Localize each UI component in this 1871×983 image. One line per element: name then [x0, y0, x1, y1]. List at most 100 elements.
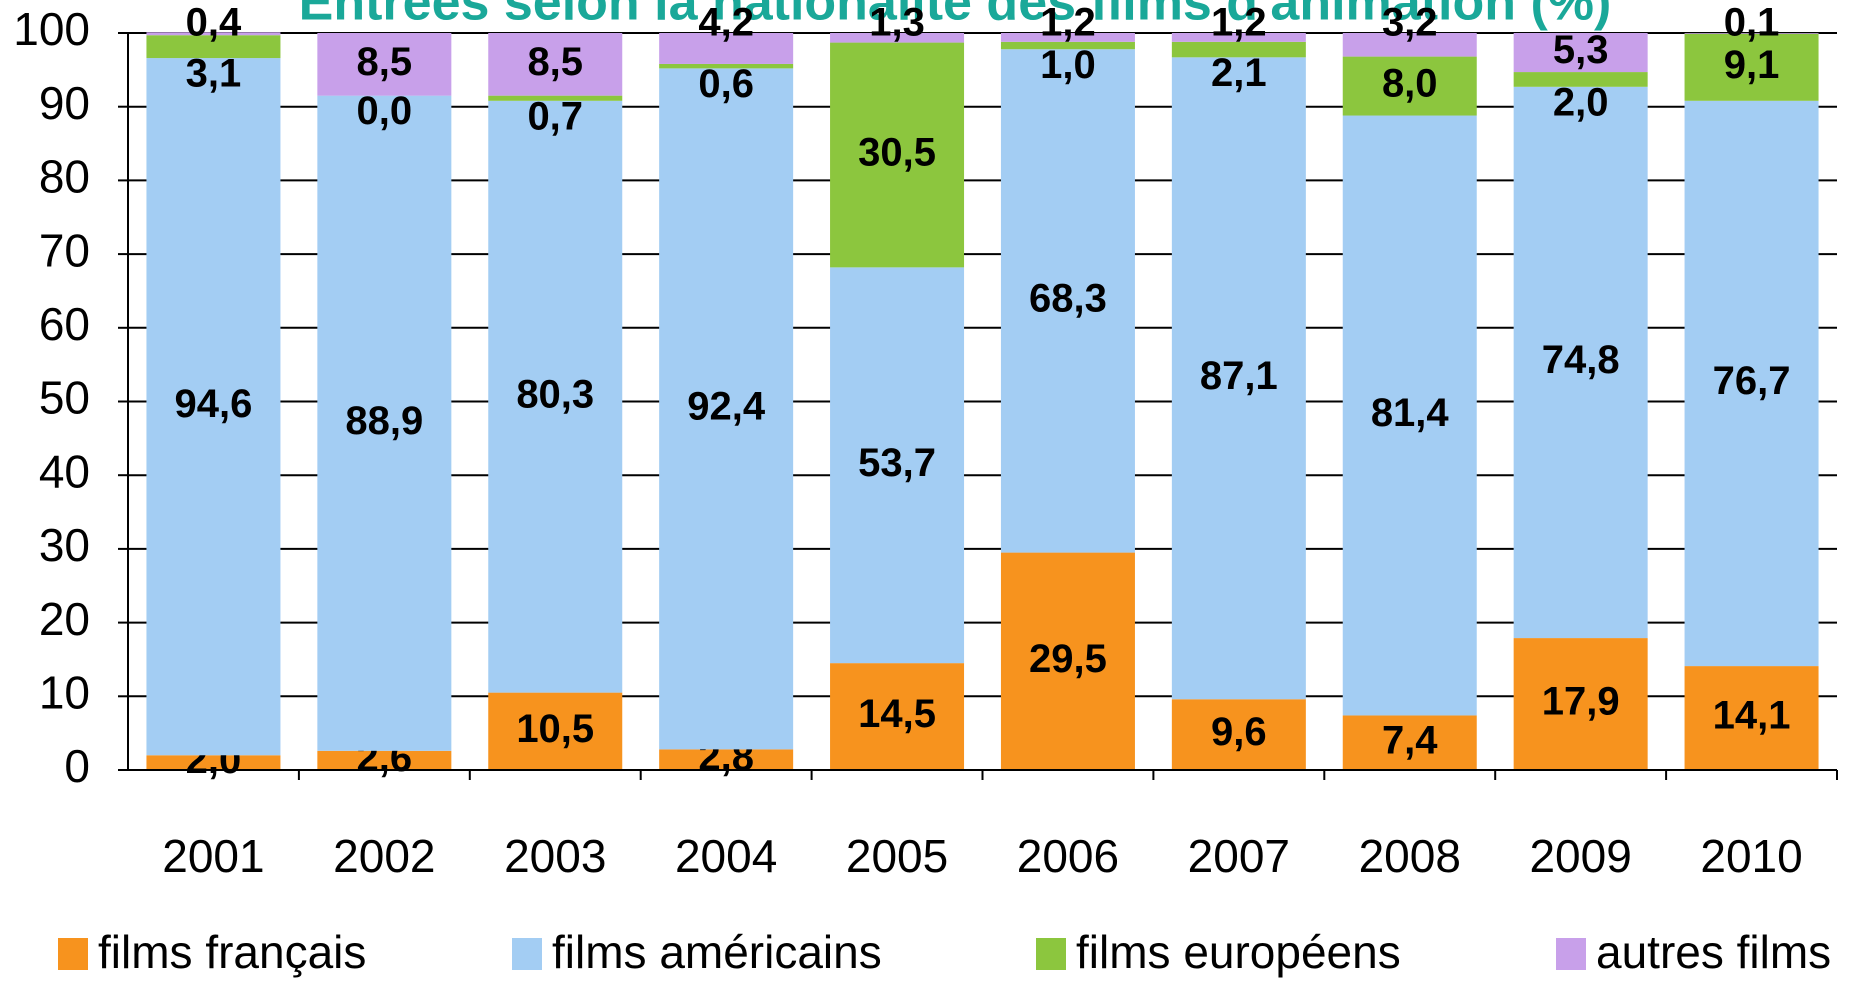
x-tick-label: 2002 — [333, 830, 435, 882]
bar-segment — [1513, 638, 1648, 770]
bar-segment — [830, 267, 965, 664]
data-label: 80,3 — [516, 372, 594, 416]
data-label: 92,4 — [687, 384, 766, 428]
data-label: 0,7 — [527, 94, 583, 138]
data-label: 8,5 — [527, 40, 583, 84]
chart-title: Entrées selon la nationalité des films d… — [299, 0, 1612, 32]
bar-segment — [1513, 33, 1648, 73]
y-tick-label: 100 — [13, 3, 90, 55]
data-label: 7,4 — [1382, 718, 1438, 762]
bar-segment — [488, 33, 623, 96]
bar-segment — [659, 33, 794, 64]
data-label: 88,9 — [345, 399, 423, 443]
x-tick-label: 2004 — [675, 830, 777, 882]
bar-segment — [1684, 33, 1819, 101]
data-label: 10,5 — [516, 707, 594, 751]
data-label: 2,0 — [1553, 80, 1609, 124]
x-tick-label: 2001 — [162, 830, 264, 882]
bar-segment — [488, 100, 623, 693]
bar-segment — [1000, 41, 1135, 50]
bar-segment — [1000, 552, 1135, 770]
bar-segment — [317, 95, 452, 751]
bar-segment — [317, 750, 452, 770]
legend-label: films américains — [552, 926, 882, 978]
data-label: 53,7 — [858, 441, 936, 485]
x-tick-label: 2008 — [1359, 830, 1461, 882]
data-label: 94,6 — [175, 382, 253, 426]
y-tick-label: 50 — [39, 372, 90, 424]
bar-segment — [1513, 72, 1648, 87]
bar-segment — [659, 68, 794, 750]
data-label: 3,2 — [1382, 1, 1438, 45]
data-label: 2,1 — [1211, 51, 1267, 95]
data-label: 9,6 — [1211, 710, 1267, 754]
bar-segment — [1342, 56, 1477, 116]
data-label: 30,5 — [858, 131, 936, 175]
bar-segment — [146, 35, 281, 59]
data-label: 17,9 — [1542, 680, 1620, 724]
data-label: 0,0 — [357, 89, 413, 133]
data-label: 9,1 — [1724, 43, 1780, 87]
bar-segment — [1684, 33, 1819, 34]
bar-segment — [1342, 33, 1477, 57]
x-tick-label: 2003 — [504, 830, 606, 882]
bar-segment — [146, 755, 281, 770]
data-label: 1,2 — [1040, 1, 1096, 45]
y-tick-label: 80 — [39, 151, 90, 203]
x-tick-label: 2006 — [1017, 830, 1119, 882]
bar-segment — [488, 95, 623, 101]
legend-swatch — [1036, 938, 1066, 970]
bar-segment — [659, 749, 794, 770]
bar-segment — [1684, 100, 1819, 667]
bar-segment — [1684, 666, 1819, 770]
y-tick-label: 0 — [64, 740, 90, 792]
data-label: 74,8 — [1542, 338, 1620, 382]
bar-segment — [1171, 41, 1306, 58]
y-tick-label: 90 — [39, 77, 90, 129]
y-tick-label: 20 — [39, 593, 90, 645]
data-label: 0,4 — [186, 1, 242, 45]
data-label: 68,3 — [1029, 276, 1107, 320]
data-label: 14,5 — [858, 692, 936, 736]
y-tick-label: 10 — [39, 666, 90, 718]
data-label: 8,5 — [357, 40, 413, 84]
legend-label: films français — [98, 926, 366, 978]
bar-segment — [659, 63, 794, 69]
bar-segment — [488, 692, 623, 770]
data-label: 0,6 — [698, 62, 754, 106]
bar-segment — [1000, 33, 1135, 42]
y-tick-label: 70 — [39, 224, 90, 276]
y-tick-label: 40 — [39, 445, 90, 497]
legend-swatch — [512, 938, 542, 970]
data-label: 87,1 — [1200, 354, 1278, 398]
bar-segment — [830, 663, 965, 770]
data-label: 76,7 — [1713, 359, 1791, 403]
bar-segment — [1513, 86, 1648, 639]
bar-segment — [1171, 699, 1306, 770]
y-tick-label: 30 — [39, 519, 90, 571]
data-label: 0,1 — [1724, 1, 1780, 45]
data-label: 81,4 — [1371, 391, 1450, 435]
bar-segment — [1171, 33, 1306, 42]
legend-swatch — [58, 938, 88, 970]
y-tick-label: 60 — [39, 298, 90, 350]
legend-swatch — [1556, 938, 1586, 970]
x-tick-label: 2010 — [1700, 830, 1802, 882]
x-tick-label: 2009 — [1529, 830, 1631, 882]
bar-segment — [830, 42, 965, 268]
bar-segment — [1342, 115, 1477, 716]
x-tick-label: 2007 — [1188, 830, 1290, 882]
bar-segment — [1342, 715, 1477, 770]
data-label: 29,5 — [1029, 637, 1107, 681]
data-label: 14,1 — [1713, 694, 1791, 738]
bar-segment — [146, 32, 281, 36]
bar-segment — [830, 33, 965, 43]
x-tick-label: 2005 — [846, 830, 948, 882]
data-label: 3,1 — [186, 52, 242, 96]
data-label: 1,0 — [1040, 43, 1096, 87]
legend-label: films européens — [1076, 926, 1401, 978]
legend-label: autres films — [1596, 926, 1831, 978]
bar-segment — [146, 58, 281, 756]
bar-segment — [1000, 49, 1135, 553]
